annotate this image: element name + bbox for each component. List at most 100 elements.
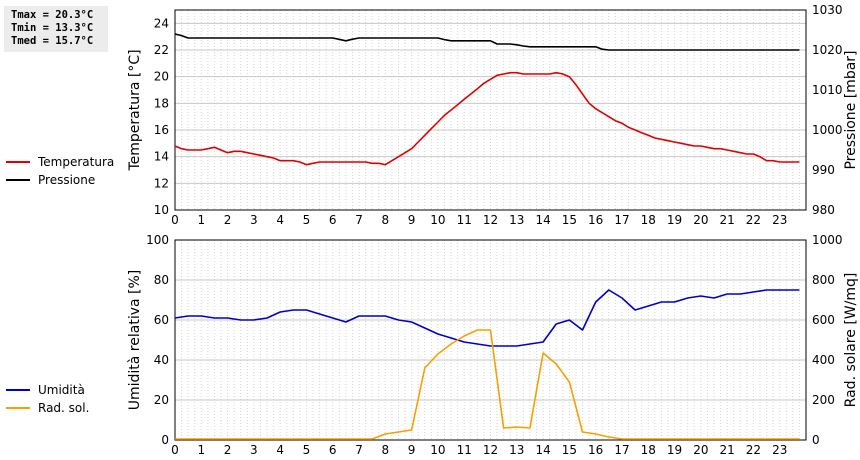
- x-tick-label: 4: [276, 443, 284, 457]
- stats-box: Tmax = 20.3°C Tmin = 13.3°C Tmed = 15.7°…: [4, 6, 108, 52]
- legend-swatch: [6, 407, 30, 409]
- series-line-umidit-: [174, 289, 800, 347]
- y-tick-label: 18: [154, 96, 169, 110]
- x-tick-label: 9: [408, 213, 416, 227]
- x-tick-label: 9: [408, 443, 416, 457]
- x-tick-label: 11: [457, 213, 472, 227]
- x-tick-label: 1: [197, 213, 205, 227]
- stat-tmax: Tmax = 20.3°C: [11, 9, 94, 21]
- legend-item-pressione: Pressione: [6, 171, 114, 189]
- x-tick-label: 0: [171, 443, 179, 457]
- x-tick-label: 21: [719, 443, 734, 457]
- stat-tmin: Tmin = 13.3°C: [11, 22, 94, 34]
- legend-label: Pressione: [38, 173, 96, 187]
- y2-tick-label: 600: [812, 313, 835, 327]
- y2-tick-label: 1010: [812, 83, 843, 97]
- x-tick-label: 15: [562, 213, 577, 227]
- x-tick-label: 6: [329, 443, 337, 457]
- x-tick-label: 12: [483, 443, 498, 457]
- x-tick-label: 15: [562, 443, 577, 457]
- x-tick-label: 18: [641, 213, 656, 227]
- y2-tick-label: 1000: [812, 123, 843, 137]
- x-tick-label: 18: [641, 443, 656, 457]
- y-tick-label: 12: [154, 176, 169, 190]
- y-tick-label: 24: [154, 16, 169, 30]
- x-tick-label: 22: [746, 213, 761, 227]
- y2-axis-title: Rad. solare [W/mq]: [843, 273, 859, 408]
- y-tick-label: 10: [154, 203, 169, 217]
- y-tick-label: 16: [154, 123, 169, 137]
- x-tick-label: 8: [382, 443, 390, 457]
- x-tick-label: 3: [250, 443, 258, 457]
- x-tick-label: 1: [197, 443, 205, 457]
- x-tick-label: 7: [355, 213, 363, 227]
- x-tick-label: 13: [509, 213, 524, 227]
- y-tick-label: 20: [154, 393, 169, 407]
- x-tick-label: 14: [535, 213, 550, 227]
- x-tick-label: 10: [430, 443, 445, 457]
- x-tick-label: 11: [457, 443, 472, 457]
- y-tick-label: 0: [161, 433, 169, 447]
- legend-item-rad-sol: Rad. sol.: [6, 399, 89, 417]
- x-tick-label: 17: [614, 443, 629, 457]
- legend-label: Rad. sol.: [38, 401, 90, 415]
- y2-tick-label: 800: [812, 273, 835, 287]
- y2-tick-label: 980: [812, 203, 835, 217]
- legend-bottom: Umidità Rad. sol.: [6, 381, 89, 417]
- series-line-pressione: [174, 33, 800, 51]
- stat-tmed: Tmed = 15.7°C: [11, 35, 94, 47]
- x-tick-label: 6: [329, 213, 337, 227]
- y2-tick-label: 0: [812, 433, 820, 447]
- x-tick-label: 12: [483, 213, 498, 227]
- x-tick-label: 13: [509, 443, 524, 457]
- series-line-temperatura: [174, 71, 800, 166]
- y-tick-label: 80: [154, 273, 169, 287]
- y-tick-label: 40: [154, 353, 169, 367]
- x-tick-label: 19: [667, 213, 682, 227]
- y-tick-label: 20: [154, 70, 169, 84]
- y2-tick-label: 1030: [812, 3, 843, 17]
- x-tick-label: 10: [430, 213, 445, 227]
- x-tick-label: 5: [303, 213, 311, 227]
- legend-item-temperatura: Temperatura: [6, 153, 114, 171]
- chart-panel-temperature-pressure: 0 1 2 3 4 5 6 7 8 9 10 11 12 13 14 15 16 17 18 19 20 21 22 2310…: [127, 3, 859, 227]
- x-tick-label: 7: [355, 443, 363, 457]
- x-tick-label: 16: [588, 213, 603, 227]
- x-tick-label: 21: [719, 213, 734, 227]
- y2-tick-label: 990: [812, 163, 835, 177]
- x-tick-label: 16: [588, 443, 603, 457]
- x-tick-label: 5: [303, 443, 311, 457]
- y-tick-label: 100: [146, 233, 169, 247]
- y-tick-label: 14: [154, 150, 169, 164]
- legend-label: Temperatura: [38, 155, 115, 169]
- x-tick-label: 20: [693, 213, 708, 227]
- x-tick-label: 3: [250, 213, 258, 227]
- x-tick-label: 19: [667, 443, 682, 457]
- y-tick-label: 22: [154, 43, 169, 57]
- x-tick-label: 2: [224, 443, 232, 457]
- plot-frame: [174, 239, 807, 441]
- x-tick-label: 8: [382, 213, 390, 227]
- y2-tick-label: 200: [812, 393, 835, 407]
- chart-panel-humidity-radiation: 0 1 2 3 4 5 6 7 8 9 10 11 12 13 14 15 16 17 18 19 20 21 22 2302…: [127, 233, 859, 457]
- x-tick-label: 17: [614, 213, 629, 227]
- y2-tick-label: 1020: [812, 43, 843, 57]
- x-tick-label: 22: [746, 443, 761, 457]
- x-tick-label: 20: [693, 443, 708, 457]
- x-tick-label: 23: [772, 213, 787, 227]
- legend-swatch: [6, 389, 30, 391]
- plot-frame: [174, 9, 807, 211]
- legend-label: Umidità: [38, 383, 85, 397]
- y-axis-title: Temperatura [°C]: [127, 49, 143, 171]
- y-axis-title: Umidità relativa [%]: [127, 270, 143, 411]
- legend-swatch: [6, 179, 30, 181]
- legend-swatch: [6, 161, 30, 163]
- legend-item-umidita: Umidità: [6, 381, 89, 399]
- y2-tick-label: 400: [812, 353, 835, 367]
- x-tick-label: 14: [535, 443, 550, 457]
- x-tick-label: 23: [772, 443, 787, 457]
- x-tick-label: 4: [276, 213, 284, 227]
- y-tick-label: 60: [154, 313, 169, 327]
- series-line-rad-sol-: [175, 329, 800, 440]
